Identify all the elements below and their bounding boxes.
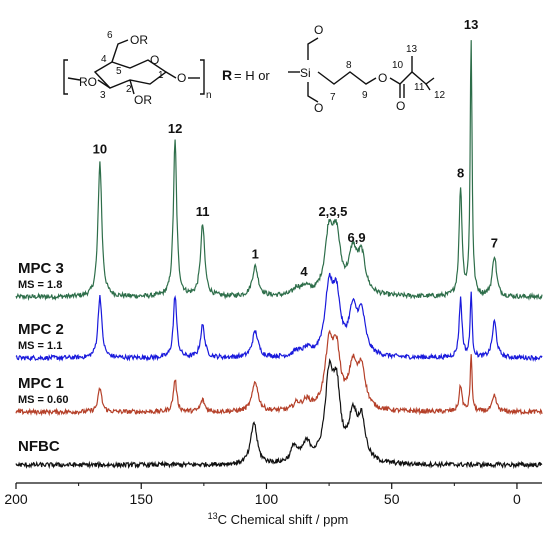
x-tick-label: 200 <box>4 491 28 507</box>
o3-label: RO <box>79 75 97 89</box>
spectrum-line-nfbc <box>15 358 543 470</box>
spectrum-line-mpc-3 <box>15 40 543 301</box>
x-axis-title-superscript: 13 <box>208 511 218 521</box>
x-tick-label: 0 <box>513 491 521 507</box>
ring-o-label: O <box>150 53 159 67</box>
spectra-layer <box>15 40 543 470</box>
atom-4-label: 4 <box>101 54 107 65</box>
atom-10-label: 10 <box>392 60 404 71</box>
glycosidic-o-label: O <box>177 71 186 85</box>
peak-annotation: 8 <box>457 166 464 181</box>
peak-annotation: 7 <box>491 235 498 250</box>
x-tick-label: 50 <box>384 491 400 507</box>
peak-annotation: 6,9 <box>348 230 366 245</box>
atom-2-label: 2 <box>126 84 132 95</box>
atom-7-label: 7 <box>330 92 336 103</box>
silane-substituent <box>288 37 435 103</box>
x-tick-label: 150 <box>130 491 154 507</box>
ester-o-label: O <box>378 71 387 85</box>
peak-annotation: 2,3,5 <box>318 204 347 219</box>
o6-label: OR <box>130 33 148 47</box>
si-o-top-label: O <box>314 23 323 37</box>
peak-annotation: 1 <box>252 246 259 261</box>
repeat-n-label: n <box>206 90 212 101</box>
si-label: Si <box>300 66 311 80</box>
peak-annotation: 13 <box>464 17 478 32</box>
spectrum-line-mpc-2 <box>15 272 543 363</box>
atom-3-label: 3 <box>100 90 106 101</box>
series-label: MPC 2 <box>18 321 64 338</box>
series-labels: MPC 3 MS = 1.8 MPC 2 MS = 1.1 MPC 1 MS = 0.60… <box>18 260 68 455</box>
series-label: NFBC <box>18 438 60 455</box>
atom-12-label: 12 <box>434 90 446 101</box>
atom-13-label: 13 <box>406 44 418 55</box>
x-tick-label: 100 <box>255 491 279 507</box>
series-label: MPC 3 <box>18 260 64 277</box>
series-sublabel: MS = 0.60 <box>18 394 68 406</box>
atom-5-label: 5 <box>116 66 122 77</box>
r-label: R <box>222 67 232 83</box>
atom-11-label: 11 <box>414 82 425 93</box>
si-o-bottom-label: O <box>314 101 323 115</box>
glucose-unit <box>63 39 205 95</box>
o2-label: OR <box>134 93 152 107</box>
series-label: MPC 1 <box>18 375 64 392</box>
x-axis-title-main: C Chemical shift / ppm <box>218 512 349 527</box>
chemical-structure: OR O RO OR O n 4 5 6 1 2 3 R = H or Si O… <box>63 23 446 115</box>
atom-9-label: 9 <box>362 90 368 101</box>
peak-annotation: 10 <box>93 142 107 157</box>
peak-annotation: 11 <box>196 204 210 219</box>
atom-1-label: 1 <box>158 70 164 81</box>
x-axis: 200 150 100 50 0 <box>4 482 542 507</box>
carbonyl-o-label: O <box>396 99 405 113</box>
series-sublabel: MS = 1.1 <box>18 340 62 352</box>
atom-6-label: 6 <box>107 30 113 41</box>
atom-8-label: 8 <box>346 60 352 71</box>
series-sublabel: MS = 1.8 <box>18 279 62 291</box>
spectrum-line-mpc-1 <box>15 329 543 417</box>
peak-annotation: 12 <box>168 121 182 136</box>
peak-annotation: 4 <box>300 264 308 279</box>
x-axis-title: 13C Chemical shift / ppm <box>208 511 349 527</box>
r-definition: = H or <box>234 68 270 83</box>
